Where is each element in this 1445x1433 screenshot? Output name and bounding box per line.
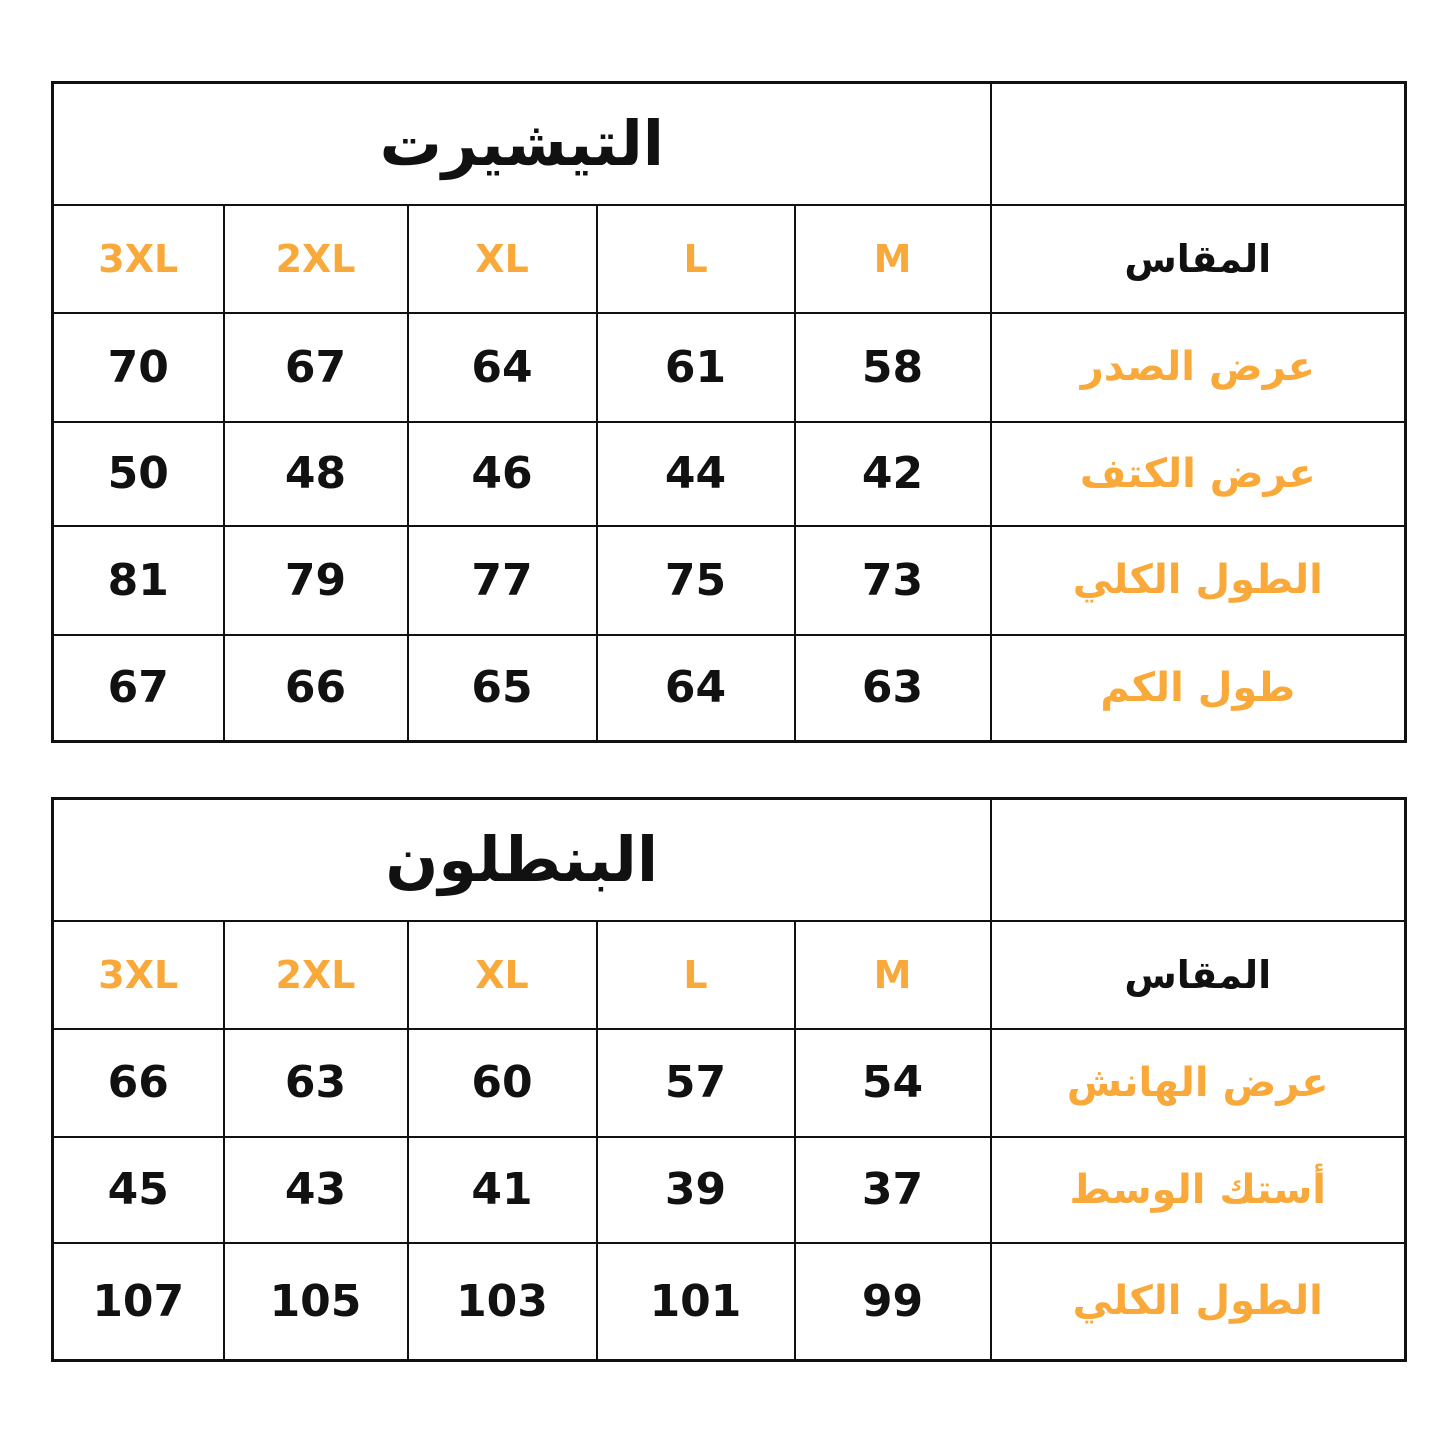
measurement-value: 46 <box>406 420 598 527</box>
size-header-L: L <box>595 203 796 314</box>
title-row: البنطلون <box>51 797 1407 922</box>
measurement-value: 107 <box>51 1241 225 1362</box>
measurement-value: 39 <box>595 1135 796 1244</box>
measurement-value: 57 <box>595 1027 796 1138</box>
size-header-M: M <box>793 203 992 314</box>
measurement-value: 50 <box>51 420 225 527</box>
measurement-value: 44 <box>595 420 796 527</box>
measurement-value: 63 <box>222 1027 409 1138</box>
measurement-value: 67 <box>222 311 409 423</box>
measurement-value: 48 <box>222 420 409 527</box>
measurement-value: 61 <box>595 311 796 423</box>
pants-size-table: البنطلون المقاس M L XL 2XL 3XL عرض الهانش 54 57 60… <box>51 797 1407 1362</box>
size-header-3XL: 3XL <box>51 919 225 1030</box>
measurement-value: 45 <box>51 1135 225 1244</box>
measurement-value: 37 <box>793 1135 992 1244</box>
table-row: أستك الوسط 37 39 41 43 45 <box>51 1135 1407 1244</box>
size-header-L: L <box>595 919 796 1030</box>
measurement-value: 105 <box>222 1241 409 1362</box>
table-row: عرض الهانش 54 57 60 63 66 <box>51 1027 1407 1138</box>
measurement-value: 60 <box>406 1027 598 1138</box>
measurement-label: الطول الكلي <box>989 524 1407 636</box>
measurement-label: طول الكم <box>989 633 1407 743</box>
measurement-label: عرض الكتف <box>989 420 1407 527</box>
size-header-2XL: 2XL <box>222 203 409 314</box>
measurement-value: 99 <box>793 1241 992 1362</box>
measurement-value: 67 <box>51 633 225 743</box>
measurement-value: 64 <box>595 633 796 743</box>
size-label: المقاس <box>989 203 1407 314</box>
measurement-value: 54 <box>793 1027 992 1138</box>
size-header-XL: XL <box>406 919 598 1030</box>
size-header-M: M <box>793 919 992 1030</box>
measurement-label: عرض الصدر <box>989 311 1407 423</box>
header-row: المقاس M L XL 2XL 3XL <box>51 919 1407 1030</box>
title-row: التيشيرت <box>51 81 1407 206</box>
table-row: طول الكم 63 64 65 66 67 <box>51 633 1407 743</box>
table-row: عرض الصدر 58 61 64 67 70 <box>51 311 1407 423</box>
measurement-value: 79 <box>222 524 409 636</box>
size-header-XL: XL <box>406 203 598 314</box>
size-label: المقاس <box>989 919 1407 1030</box>
measurement-value: 41 <box>406 1135 598 1244</box>
table-row: عرض الكتف 42 44 46 48 50 <box>51 420 1407 527</box>
size-header-2XL: 2XL <box>222 919 409 1030</box>
table-title: التيشيرت <box>51 81 992 206</box>
measurement-value: 103 <box>406 1241 598 1362</box>
empty-corner-cell <box>989 81 1407 206</box>
measurement-value: 101 <box>595 1241 796 1362</box>
measurement-value: 65 <box>406 633 598 743</box>
measurement-value: 66 <box>222 633 409 743</box>
measurement-value: 58 <box>793 311 992 423</box>
measurement-value: 63 <box>793 633 992 743</box>
tshirt-size-table: التيشيرت المقاس M L XL 2XL 3XL عرض الصدر 58 61 64 6… <box>51 81 1408 743</box>
measurement-value: 75 <box>595 524 796 636</box>
measurement-value: 64 <box>406 311 598 423</box>
measurement-value: 77 <box>406 524 598 636</box>
table-row: الطول الكلي 73 75 77 79 81 <box>51 524 1407 636</box>
measurement-value: 42 <box>793 420 992 527</box>
table-title: البنطلون <box>51 797 992 922</box>
measurement-label: عرض الهانش <box>989 1027 1407 1138</box>
header-row: المقاس M L XL 2XL 3XL <box>51 203 1407 314</box>
empty-corner-cell <box>989 797 1407 922</box>
measurement-label: أستك الوسط <box>989 1135 1407 1244</box>
table-row: الطول الكلي 99 101 103 105 107 <box>51 1241 1407 1362</box>
measurement-value: 70 <box>51 311 225 423</box>
measurement-value: 73 <box>793 524 992 636</box>
size-header-3XL: 3XL <box>51 203 225 314</box>
measurement-value: 66 <box>51 1027 225 1138</box>
measurement-value: 43 <box>222 1135 409 1244</box>
measurement-value: 81 <box>51 524 225 636</box>
measurement-label: الطول الكلي <box>989 1241 1407 1362</box>
